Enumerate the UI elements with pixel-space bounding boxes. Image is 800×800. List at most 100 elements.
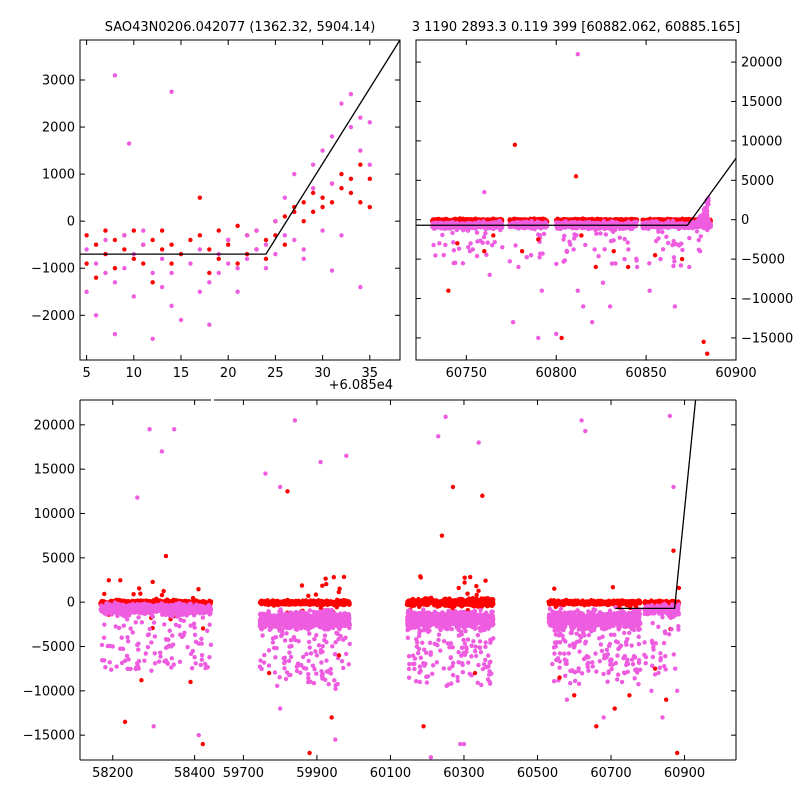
data-point-magenta xyxy=(658,221,663,226)
data-point-magenta xyxy=(660,229,665,235)
data-point-magenta xyxy=(698,234,703,239)
x-tick-label: 60850 xyxy=(625,366,666,381)
data-point-magenta xyxy=(146,632,152,637)
y-tick-label: 20000 xyxy=(741,56,782,71)
data-point-magenta xyxy=(205,608,211,614)
data-point-magenta xyxy=(149,640,154,645)
data-point-magenta xyxy=(142,658,147,663)
data-point-magenta xyxy=(634,264,640,270)
data-point-red xyxy=(679,256,685,262)
data-point-magenta xyxy=(562,233,567,239)
data-point-magenta xyxy=(102,622,107,627)
data-point-magenta xyxy=(680,247,685,253)
data-point-magenta xyxy=(139,620,145,625)
data-point-magenta xyxy=(235,289,240,294)
data-point-red xyxy=(512,142,518,148)
data-point-magenta xyxy=(133,620,138,625)
data-point-magenta xyxy=(205,628,210,633)
data-point-red xyxy=(190,595,196,601)
y-tick-label: 0 xyxy=(741,213,749,228)
data-point-magenta xyxy=(84,289,89,294)
x-tick-label: 25 xyxy=(267,366,284,381)
data-point-magenta xyxy=(226,237,231,243)
data-point-magenta xyxy=(485,240,490,245)
data-point-magenta xyxy=(167,628,172,633)
data-point-magenta xyxy=(102,611,107,616)
data-point-red xyxy=(482,249,487,254)
data-point-magenta xyxy=(125,639,131,644)
data-point-red xyxy=(188,237,193,243)
data-point-magenta xyxy=(320,148,325,153)
data-point-magenta xyxy=(665,240,671,246)
data-point-magenta xyxy=(600,280,606,285)
data-point-magenta xyxy=(339,101,344,106)
data-point-red xyxy=(122,247,127,252)
data-point-magenta xyxy=(575,288,580,293)
data-point-magenta xyxy=(145,644,151,650)
data-point-magenta xyxy=(199,653,205,658)
data-point-magenta xyxy=(128,626,133,631)
data-point-magenta xyxy=(112,331,118,337)
data-point-magenta xyxy=(113,624,118,629)
x-tick-label: 10 xyxy=(126,366,143,381)
data-point-magenta xyxy=(451,225,456,230)
data-point-magenta xyxy=(450,230,455,236)
data-point-red xyxy=(150,579,155,585)
data-point-magenta xyxy=(119,635,124,640)
data-point-magenta xyxy=(613,261,618,266)
data-point-magenta xyxy=(244,256,250,262)
x-tick-label: 30 xyxy=(314,366,331,381)
data-point-magenta xyxy=(158,654,163,659)
data-point-red xyxy=(339,186,344,191)
data-point-magenta xyxy=(671,238,676,244)
data-point-red xyxy=(159,247,165,252)
panel-top-left-offset-label: +6.085e4 xyxy=(329,378,393,393)
data-point-magenta xyxy=(150,270,155,276)
data-point-magenta xyxy=(122,266,127,271)
x-tick-label: 60750 xyxy=(446,366,487,381)
data-point-red xyxy=(611,249,616,254)
data-point-magenta xyxy=(188,651,194,657)
data-point-magenta xyxy=(358,148,363,153)
data-point-magenta xyxy=(185,644,190,650)
data-point-magenta xyxy=(678,241,683,247)
scatter-points xyxy=(98,413,682,760)
data-point-red xyxy=(207,247,212,252)
panel-top-right: 3 1190 2893.3 0.119 399 [60882.062, 6088… xyxy=(412,20,794,381)
data-point-magenta xyxy=(124,653,130,659)
data-point-magenta xyxy=(671,255,677,260)
data-point-magenta xyxy=(339,233,344,238)
data-point-magenta xyxy=(200,615,206,620)
panel-top-left: SAO43N0206.042077 (1362.32, 5904.14) 5 10… xyxy=(31,20,401,393)
data-point-magenta xyxy=(136,647,141,652)
data-point-magenta xyxy=(536,232,541,237)
data-point-magenta xyxy=(456,246,462,251)
data-point-magenta xyxy=(541,231,547,237)
data-point-red xyxy=(446,288,451,293)
data-point-magenta xyxy=(103,664,108,670)
scatter-points xyxy=(84,73,372,342)
data-point-red xyxy=(341,574,347,580)
data-point-magenta xyxy=(607,304,613,309)
data-point-magenta xyxy=(496,220,502,226)
data-point-magenta xyxy=(348,91,354,97)
data-point-red xyxy=(579,233,584,238)
data-point-magenta xyxy=(163,645,169,651)
data-point-magenta xyxy=(169,303,174,309)
data-point-magenta xyxy=(207,604,213,610)
scatter-points xyxy=(430,51,714,356)
data-point-red xyxy=(163,599,168,604)
data-point-magenta xyxy=(263,242,269,247)
data-point-magenta xyxy=(671,263,676,269)
y-tick-label: 1000 xyxy=(42,168,75,183)
data-point-magenta xyxy=(628,222,633,227)
data-point-red xyxy=(112,237,118,243)
data-point-red xyxy=(573,174,579,179)
data-point-magenta xyxy=(103,270,108,276)
data-point-red xyxy=(323,576,328,581)
data-point-magenta xyxy=(107,660,112,665)
data-point-red xyxy=(324,581,329,587)
data-point-magenta xyxy=(609,261,615,266)
data-point-magenta xyxy=(199,657,205,662)
data-point-magenta xyxy=(282,233,288,238)
